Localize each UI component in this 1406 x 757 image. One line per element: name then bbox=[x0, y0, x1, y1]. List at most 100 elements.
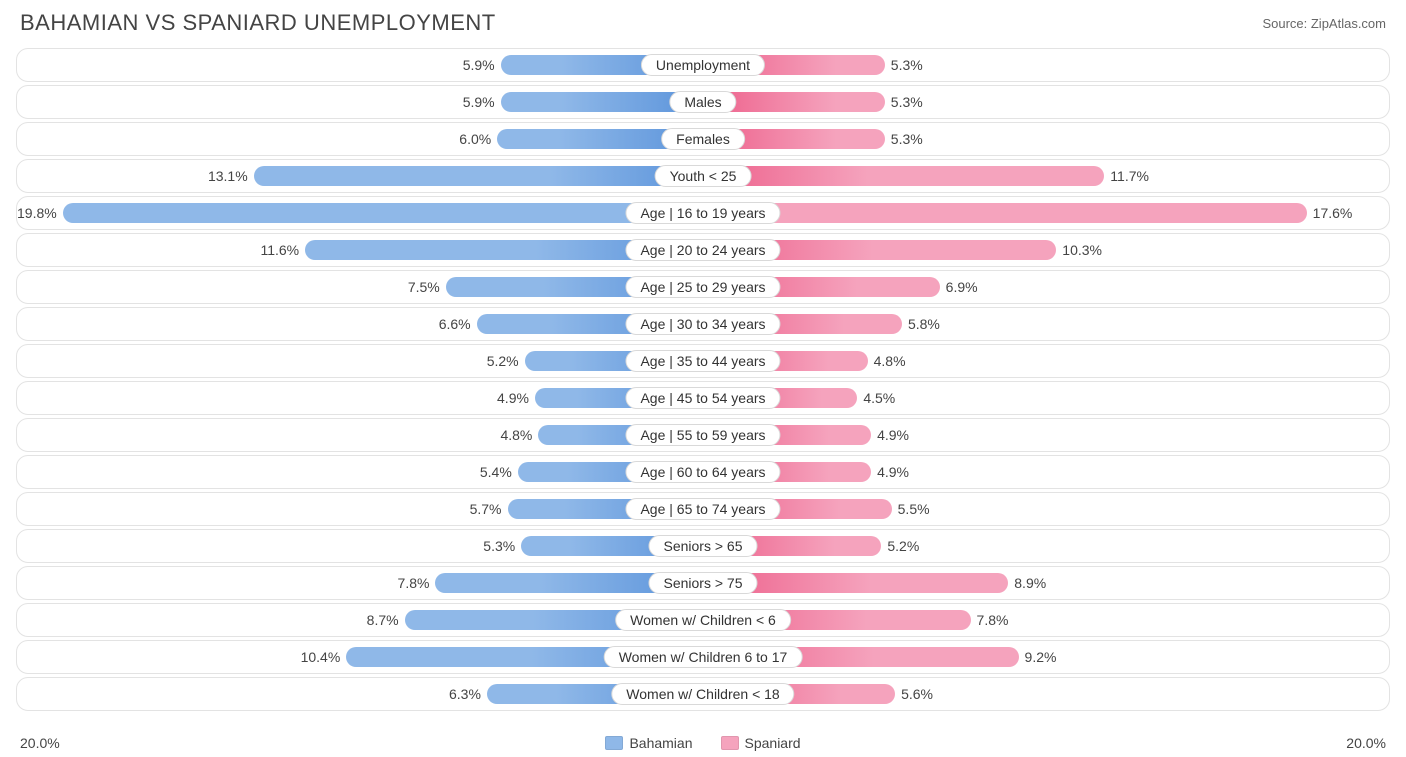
bar-right bbox=[703, 203, 1307, 223]
bar-right-value: 9.2% bbox=[1025, 649, 1057, 665]
chart-row: 5.4%4.9%Age | 60 to 64 years bbox=[16, 455, 1390, 489]
category-label: Age | 16 to 19 years bbox=[625, 202, 780, 224]
legend-swatch-right bbox=[721, 736, 739, 750]
bar-right-half: 8.9% bbox=[703, 567, 1389, 599]
source-attribution: Source: ZipAtlas.com bbox=[1262, 16, 1386, 31]
bar-left-value: 5.4% bbox=[480, 464, 512, 480]
bar-left-value: 5.2% bbox=[487, 353, 519, 369]
bar-left-half: 4.8% bbox=[17, 419, 703, 451]
bar-left-half: 6.6% bbox=[17, 308, 703, 340]
category-label: Women w/ Children < 6 bbox=[615, 609, 791, 631]
bar-left-half: 5.3% bbox=[17, 530, 703, 562]
axis-right-tick: 20.0% bbox=[1346, 735, 1386, 751]
bar-right-half: 11.7% bbox=[703, 160, 1389, 192]
bar-right-half: 5.2% bbox=[703, 530, 1389, 562]
bar-right-half: 10.3% bbox=[703, 234, 1389, 266]
bar-right-value: 10.3% bbox=[1062, 242, 1102, 258]
bar-right-half: 4.8% bbox=[703, 345, 1389, 377]
bar-left-value: 7.8% bbox=[398, 575, 430, 591]
diverging-bar-chart: 5.9%5.3%Unemployment5.9%5.3%Males6.0%5.3… bbox=[16, 48, 1390, 729]
bar-right-value: 4.9% bbox=[877, 427, 909, 443]
chart-row: 4.8%4.9%Age | 55 to 59 years bbox=[16, 418, 1390, 452]
category-label: Seniors > 75 bbox=[649, 572, 758, 594]
bar-left-half: 8.7% bbox=[17, 604, 703, 636]
bar-left-half: 13.1% bbox=[17, 160, 703, 192]
chart-row: 11.6%10.3%Age | 20 to 24 years bbox=[16, 233, 1390, 267]
bar-left-half: 19.8% bbox=[17, 197, 703, 229]
bar-right-half: 5.3% bbox=[703, 123, 1389, 155]
bar-right-value: 4.9% bbox=[877, 464, 909, 480]
bar-right-half: 5.3% bbox=[703, 49, 1389, 81]
bar-left-half: 5.4% bbox=[17, 456, 703, 488]
chart-row: 6.6% 5.8% Age | 30 to 34 years bbox=[16, 307, 1390, 341]
category-label: Age | 30 to 34 years bbox=[625, 313, 780, 335]
bar-left-value: 5.9% bbox=[463, 57, 495, 73]
chart-row: 6.3% 5.6% Women w/ Children < 18 bbox=[16, 677, 1390, 711]
axis-row: 20.0% Bahamian Spaniard 20.0% bbox=[16, 735, 1390, 751]
header: BAHAMIAN VS SPANIARD UNEMPLOYMENT Source… bbox=[16, 10, 1390, 36]
bar-left-value: 6.6% bbox=[439, 316, 471, 332]
bar-left-value: 4.8% bbox=[500, 427, 532, 443]
bar-right-half: 4.9% bbox=[703, 456, 1389, 488]
chart-row: 5.9% 5.3% Unemployment bbox=[16, 48, 1390, 82]
bar-left-value: 5.3% bbox=[483, 538, 515, 554]
category-label: Unemployment bbox=[641, 54, 765, 76]
bar-left-value: 19.8% bbox=[17, 205, 57, 221]
chart-row: 5.9%5.3%Males bbox=[16, 85, 1390, 119]
bar-right-half: 7.8% bbox=[703, 604, 1389, 636]
category-label: Women w/ Children 6 to 17 bbox=[604, 646, 803, 668]
chart-row: 5.3% 5.2% Seniors > 65 bbox=[16, 529, 1390, 563]
legend-label-left: Bahamian bbox=[629, 735, 692, 751]
category-label: Age | 25 to 29 years bbox=[625, 276, 780, 298]
bar-right-value: 5.5% bbox=[898, 501, 930, 517]
bar-right-half: 4.5% bbox=[703, 382, 1389, 414]
category-label: Age | 35 to 44 years bbox=[625, 350, 780, 372]
bar-left-value: 13.1% bbox=[208, 168, 248, 184]
bar-left-half: 10.4% bbox=[17, 641, 703, 673]
category-label: Females bbox=[661, 128, 745, 150]
bar-right-value: 6.9% bbox=[946, 279, 978, 295]
bar-right-value: 5.3% bbox=[891, 57, 923, 73]
bar-left-half: 4.9% bbox=[17, 382, 703, 414]
bar-left-value: 8.7% bbox=[367, 612, 399, 628]
category-label: Seniors > 65 bbox=[649, 535, 758, 557]
bar-left-half: 7.5% bbox=[17, 271, 703, 303]
legend-item-left: Bahamian bbox=[605, 735, 692, 751]
bar-right-half: 9.2% bbox=[703, 641, 1389, 673]
bar-right-half: 5.8% bbox=[703, 308, 1389, 340]
bar-right-half: 5.5% bbox=[703, 493, 1389, 525]
legend-item-right: Spaniard bbox=[721, 735, 801, 751]
bar-right-half: 17.6% bbox=[703, 197, 1389, 229]
bar-right-value: 5.3% bbox=[891, 131, 923, 147]
category-label: Age | 45 to 54 years bbox=[625, 387, 780, 409]
source-label: Source: bbox=[1262, 16, 1310, 31]
bar-right-value: 5.8% bbox=[908, 316, 940, 332]
chart-row: 6.0% 5.3% Females bbox=[16, 122, 1390, 156]
source-link[interactable]: ZipAtlas.com bbox=[1311, 16, 1386, 31]
bar-left-value: 11.6% bbox=[260, 242, 299, 258]
bar-right bbox=[703, 166, 1104, 186]
bar-left-value: 7.5% bbox=[408, 279, 440, 295]
chart-row: 19.8% 17.6%Age | 16 to 19 years bbox=[16, 196, 1390, 230]
bar-right-value: 5.2% bbox=[887, 538, 919, 554]
bar-right-half: 5.3% bbox=[703, 86, 1389, 118]
bar-right-value: 5.6% bbox=[901, 686, 933, 702]
chart-row: 5.2% 4.8%Age | 35 to 44 years bbox=[16, 344, 1390, 378]
bar-right-value: 8.9% bbox=[1014, 575, 1046, 591]
bar-left-half: 11.6% bbox=[17, 234, 703, 266]
bar-left-half: 5.2% bbox=[17, 345, 703, 377]
bar-left-value: 10.4% bbox=[301, 649, 341, 665]
bar-left-value: 6.3% bbox=[449, 686, 481, 702]
bar-right-value: 11.7% bbox=[1110, 168, 1149, 184]
bar-left-value: 5.7% bbox=[470, 501, 502, 517]
legend-label-right: Spaniard bbox=[745, 735, 801, 751]
bar-right-value: 4.5% bbox=[863, 390, 895, 406]
chart-row: 7.5% 6.9% Age | 25 to 29 years bbox=[16, 270, 1390, 304]
bar-left-half: 5.9% bbox=[17, 49, 703, 81]
category-label: Women w/ Children < 18 bbox=[611, 683, 794, 705]
category-label: Youth < 25 bbox=[655, 165, 752, 187]
chart-row: 13.1% 11.7% Youth < 25 bbox=[16, 159, 1390, 193]
category-label: Age | 65 to 74 years bbox=[625, 498, 780, 520]
bar-left bbox=[254, 166, 703, 186]
bar-left-half: 6.0% bbox=[17, 123, 703, 155]
